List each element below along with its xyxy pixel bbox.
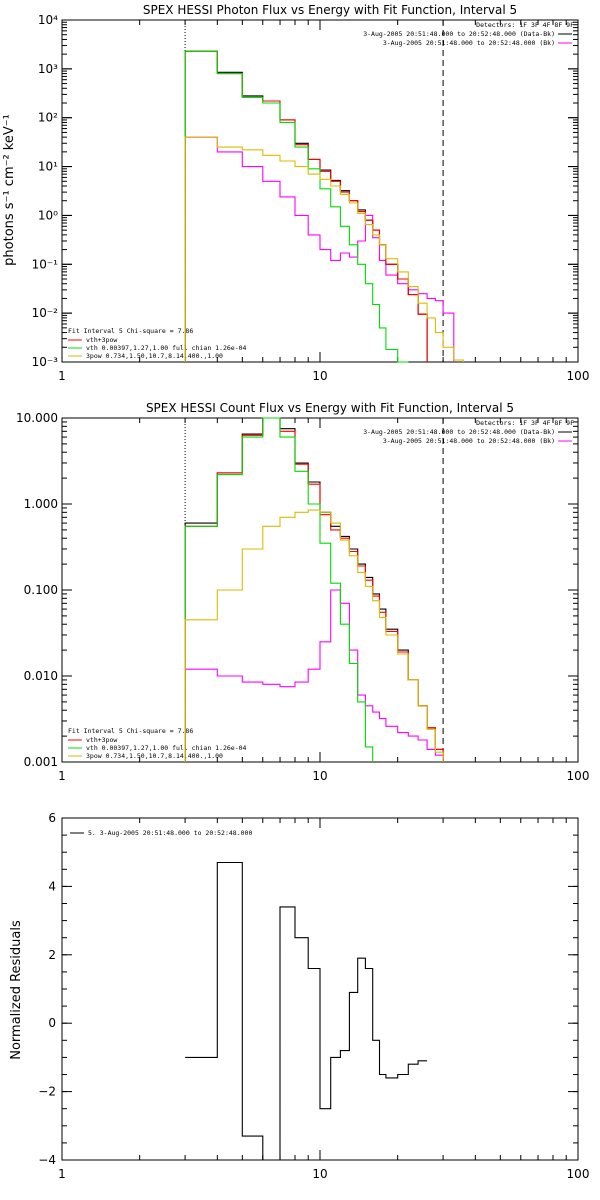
photon-flux-y-axis-label: photons s⁻¹ cm⁻² keV⁻¹ [2,114,17,266]
series-line-0-data-bk [184,50,428,362]
photon-fit-vth3pow-label: vth+3pow [86,336,117,344]
count-legend-detectors: Detectors: 1F 3F 4F 8F 9F [476,419,574,427]
x-tick-label-1-0: 1 [58,769,66,783]
photon-legend-bk: 3-Aug-2005 20:51:48.000 to 20:52:48.000 … [383,39,555,47]
x-tick-label-2-1: 10 [312,1167,327,1181]
count-fit-vth3pow-label: vth+3pow [86,736,117,744]
count-fit-chi-square: Fit Interval 5 Chi-square = 7.86 [68,727,193,735]
x-tick-label-2-0: 1 [58,1167,66,1181]
photon-legend-detectors: Detectors: 1F 3F 4F 8F 9F [476,21,574,29]
series-line-2-5-3-aug-2005-20-51-48-000-to-20-52-48-000 [185,861,428,1161]
y-tick-label-1-0: 0.001 [24,755,58,769]
residuals-legend-label: 5. 3-Aug-2005 20:51:48.000 to 20:52:48.0… [88,829,252,837]
series-line-1-vth [184,417,374,762]
series-line-0-vth [184,50,409,363]
series-line-0-vth-3pow [184,50,428,362]
y-tick-label-1-3: 1.000 [24,497,58,511]
residuals-y-axis-label: Normalized Residuals [9,920,24,1060]
photon-legend-data-bk: 3-Aug-2005 20:51:48.000 to 20:52:48.000 … [363,30,555,38]
y-tick-label-0-5: 10² [38,111,58,125]
y-tick-label-1-4: 10.000 [16,411,58,425]
x-tick-label-2-2: 100 [567,1167,590,1181]
photon-fit-3pow-label: 3pow 0.734,1.50,10.7,8.14,400.,1.00 [86,352,223,360]
y-tick-label-2-4: 4 [48,879,56,893]
count-legend-bk: 3-Aug-2005 20:51:48.000 to 20:52:48.000 … [383,437,555,445]
y-tick-label-0-4: 10¹ [38,160,58,174]
x-tick-label-0-1: 10 [312,369,327,383]
count-legend-data-bk: 3-Aug-2005 20:51:48.000 to 20:52:48.000 … [363,428,555,436]
y-tick-label-0-2: 10⁻¹ [32,257,59,271]
series-line-1-bk [184,589,444,762]
photon-flux-panel: SPEX HESSI Photon Flux vs Energy with Fi… [2,3,589,383]
y-tick-label-0-1: 10⁻² [32,306,59,320]
series-line-1-3pow [184,509,444,762]
y-tick-label-1-2: 0.100 [24,583,58,597]
y-tick-label-2-2: 0 [48,1016,56,1030]
plot-frame-1 [61,417,579,763]
photon-flux-title: SPEX HESSI Photon Flux vs Energy with Fi… [143,3,517,17]
x-tick-label-1-1: 10 [312,769,327,783]
y-tick-label-0-6: 10³ [38,62,58,76]
y-tick-label-2-5: 6 [48,811,56,825]
y-tick-label-2-0: −4 [38,1153,56,1167]
y-tick-label-2-1: −2 [38,1085,56,1099]
count-flux-title: SPEX HESSI Count Flux vs Energy with Fit… [146,401,514,415]
y-tick-label-0-0: 10⁻³ [32,355,59,369]
y-tick-label-2-3: 2 [48,948,56,962]
x-tick-label-0-2: 100 [567,369,590,383]
count-fit-3pow-label: 3pow 0.734,1.50,10.7,8.14,400.,1.00 [86,752,223,760]
plot-frame-0 [61,19,579,363]
y-tick-label-0-3: 10⁰ [38,208,58,222]
x-tick-label-0-0: 1 [58,369,66,383]
photon-fit-vth-label: vth 0.00397,1.27,1.00 full chian 1.26e-0… [86,344,247,352]
residuals-panel: Normalized Residuals 5. 3-Aug-2005 20:51… [9,811,589,1181]
series-line-0-3pow [184,136,465,362]
y-tick-label-1-1: 0.010 [24,669,58,683]
x-tick-label-1-2: 100 [567,769,590,783]
y-tick-label-0-7: 10⁴ [38,13,58,27]
photon-fit-chi-square: Fit Interval 5 Chi-square = 7.86 [68,327,193,335]
count-flux-panel: SPEX HESSI Count Flux vs Energy with Fit… [16,401,589,783]
count-fit-vth-label: vth 0.00397,1.27,1.00 full chian 1.26e-0… [86,744,247,752]
